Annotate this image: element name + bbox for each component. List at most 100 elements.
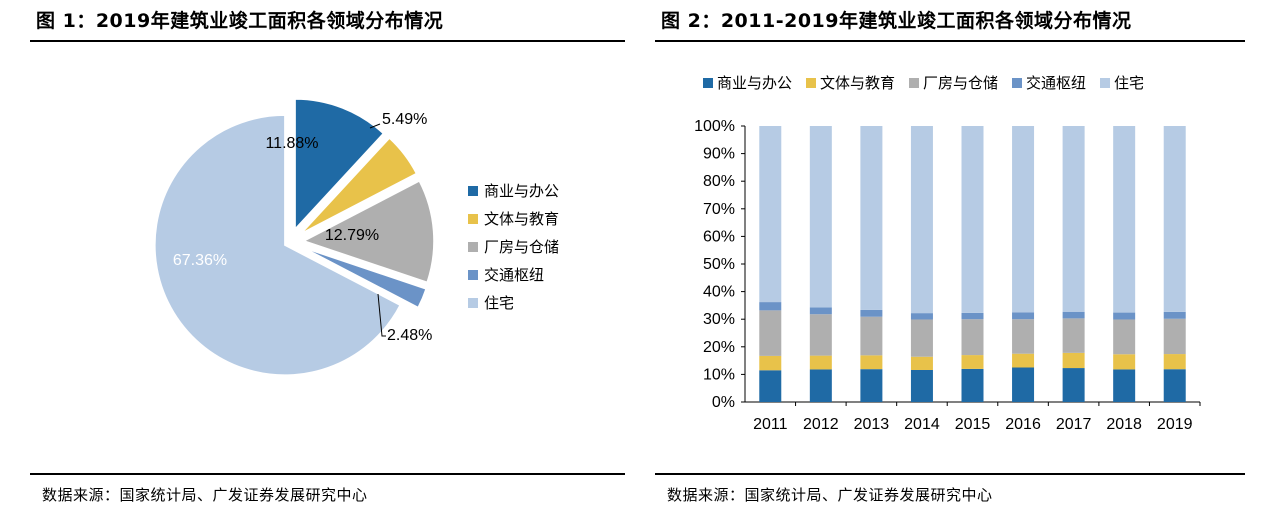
pie-slice-1 xyxy=(300,137,418,235)
bar-segment-2012-1 xyxy=(809,355,832,370)
bar-chart-panel: 图 2：2011-2019年建筑业竣工面积各领域分布情况 0% 10% 20% 30%… xyxy=(655,0,1245,529)
legend-swatch-2 xyxy=(909,78,919,88)
bar-segment-2016-2 xyxy=(1012,319,1035,354)
legend-label-0: 商业与办公 xyxy=(484,182,559,200)
x-tick-label: 2014 xyxy=(904,416,940,433)
bar-segment-2018-0 xyxy=(1113,369,1136,402)
legend-swatch-1 xyxy=(806,78,816,88)
legend-swatch-3 xyxy=(1012,78,1022,88)
bar-segment-2011-3 xyxy=(759,302,782,311)
bar-segment-2018-2 xyxy=(1113,319,1136,355)
x-tick-label: 2011 xyxy=(753,416,788,433)
y-tick-label: 90% xyxy=(703,146,735,163)
legend-swatch-0 xyxy=(468,186,478,196)
y-tick-label: 20% xyxy=(703,339,735,356)
bar-segment-2019-0 xyxy=(1163,369,1186,402)
legend-label-0: 商业与办公 xyxy=(717,74,792,92)
bar-segment-2015-4 xyxy=(961,126,984,313)
pie-data-label-4: 67.36% xyxy=(173,252,227,269)
bar-segment-2013-0 xyxy=(860,369,883,402)
legend-swatch-4 xyxy=(468,298,478,308)
pie-chart-panel: 图 1：2019年建筑业竣工面积各领域分布情况 11.88% 5.49% 12.79… xyxy=(30,0,625,529)
bar-segment-2012-2 xyxy=(809,314,832,356)
x-tick-label: 2015 xyxy=(955,416,991,433)
pie-data-label-2: 12.79% xyxy=(325,227,379,244)
source-rule xyxy=(30,473,625,475)
bar-segment-2018-3 xyxy=(1113,312,1136,320)
source-rule xyxy=(655,473,1245,475)
pie-data-label-0: 11.88% xyxy=(265,135,318,152)
y-tick-label: 70% xyxy=(703,201,735,218)
bar-segment-2015-1 xyxy=(961,355,984,369)
legend-swatch-2 xyxy=(468,242,478,252)
bar-segment-2011-1 xyxy=(759,355,782,371)
bar-segment-2014-2 xyxy=(910,319,933,357)
bar-chart-title: 图 2：2011-2019年建筑业竣工面积各领域分布情况 xyxy=(661,10,1132,32)
bar-segment-2016-0 xyxy=(1012,367,1035,402)
bar-segment-2015-2 xyxy=(961,319,984,356)
pie-slice-2 xyxy=(302,179,435,284)
x-tick-label: 2017 xyxy=(1056,416,1092,433)
legend-label-4: 住宅 xyxy=(484,294,514,312)
bar-segment-2017-3 xyxy=(1062,311,1085,319)
bar-segment-2014-1 xyxy=(910,356,933,370)
legend-swatch-0 xyxy=(703,78,713,88)
pie-chart-source: 数据来源：国家统计局、广发证券发展研究中心 xyxy=(42,486,368,504)
title-rule xyxy=(655,40,1245,42)
legend-label-3: 交通枢纽 xyxy=(1026,74,1086,92)
bar-segment-2013-4 xyxy=(860,126,883,310)
y-tick-label: 80% xyxy=(703,173,735,190)
bar-segment-2017-1 xyxy=(1062,352,1085,369)
leader-line-3 xyxy=(377,293,386,337)
bar-segment-2014-0 xyxy=(910,369,933,402)
y-tick-label: 100% xyxy=(694,118,735,135)
legend-swatch-1 xyxy=(468,214,478,224)
bar-chart-source: 数据来源：国家统计局、广发证券发展研究中心 xyxy=(667,486,993,504)
bar-segment-2013-2 xyxy=(860,316,883,356)
legend-swatch-3 xyxy=(468,270,478,280)
y-tick-label: 60% xyxy=(703,228,735,245)
bar-segment-2011-4 xyxy=(759,126,782,303)
x-tick-label: 2019 xyxy=(1157,416,1193,433)
pie-chart-title: 图 1：2019年建筑业竣工面积各领域分布情况 xyxy=(36,10,444,32)
bar-segment-2011-0 xyxy=(759,370,782,402)
y-tick-label: 40% xyxy=(703,284,735,301)
y-tick-label: 10% xyxy=(703,366,735,383)
bar-segment-2011-2 xyxy=(759,310,782,356)
bar-segment-2015-0 xyxy=(961,368,984,402)
bar-segment-2016-1 xyxy=(1012,353,1035,368)
bar-segment-2019-4 xyxy=(1163,126,1186,312)
y-tick-label: 50% xyxy=(703,256,735,273)
bar-segment-2016-3 xyxy=(1012,312,1035,320)
bar-segment-2018-4 xyxy=(1113,126,1136,313)
bar-segment-2018-1 xyxy=(1113,354,1136,370)
bar-segment-2013-3 xyxy=(860,309,883,317)
pie-data-label-3: 2.48% xyxy=(387,327,432,344)
x-tick-label: 2016 xyxy=(1005,416,1041,433)
bar-segment-2019-2 xyxy=(1163,318,1186,355)
pie-slice-0 xyxy=(294,98,385,231)
legend-label-1: 文体与教育 xyxy=(484,210,559,228)
bar-segment-2014-3 xyxy=(910,313,933,320)
bar-segment-2017-4 xyxy=(1062,126,1085,312)
x-tick-label: 2013 xyxy=(854,416,890,433)
bar-segment-2012-4 xyxy=(809,126,832,308)
legend-label-2: 厂房与仓储 xyxy=(484,238,559,256)
bar-segment-2012-0 xyxy=(809,369,832,402)
bar-segment-2017-0 xyxy=(1062,368,1085,402)
leader-line-1 xyxy=(369,123,381,129)
pie-slice-4 xyxy=(154,114,402,376)
bar-segment-2019-1 xyxy=(1163,354,1186,370)
x-tick-label: 2018 xyxy=(1106,416,1142,433)
pie-chart: 11.88% 5.49% 12.79% 2.48% 67.36% 商业与办公文体与教育厂房… xyxy=(154,98,559,376)
x-tick-label: 2012 xyxy=(803,416,839,433)
y-tick-label: 0% xyxy=(712,394,735,411)
bar-segment-2016-4 xyxy=(1012,126,1035,313)
bar-segment-2013-1 xyxy=(860,355,883,370)
bar-segment-2012-3 xyxy=(809,307,832,315)
bar-segment-2019-3 xyxy=(1163,311,1186,319)
bar-segment-2015-3 xyxy=(961,312,984,320)
pie-slice-3 xyxy=(302,246,428,309)
bar-segment-2017-2 xyxy=(1062,318,1085,353)
legend-label-2: 厂房与仓储 xyxy=(923,74,998,92)
